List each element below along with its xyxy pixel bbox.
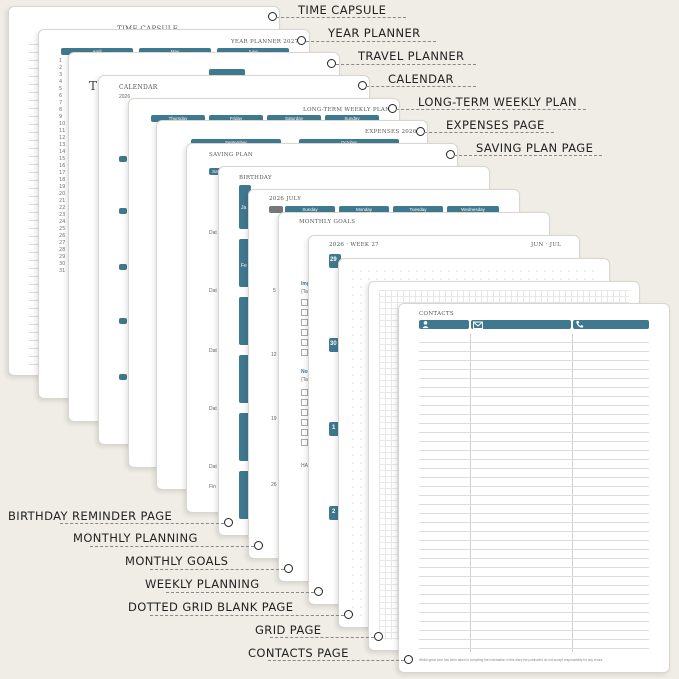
envelope-icon (473, 321, 483, 329)
day-header: Friday (209, 115, 263, 122)
label-expenses: EXPENSES PAGE (446, 118, 545, 132)
page-title: CALENDAR (119, 84, 158, 91)
contacts-page[interactable]: CONTACTS Whilst great care has been take… (398, 303, 670, 673)
label-dotted-grid: DOTTED GRID BLANK PAGE (128, 600, 294, 614)
page-title: CONTACTS (419, 311, 454, 317)
binder-hole (344, 610, 353, 619)
binder-hole (314, 587, 323, 596)
label-weekly-planning: WEEKLY PLANNING (145, 577, 260, 591)
label-contacts: CONTACTS PAGE (248, 646, 349, 660)
month-header: September (191, 139, 281, 146)
label-monthly-planning: MONTHLY PLANNING (73, 531, 198, 545)
binder-hole (297, 36, 306, 45)
page-title: YEAR PLANNER 2027 (231, 39, 299, 45)
label-travel-planner: TRAVEL PLANNER (358, 49, 465, 63)
label-birthday: BIRTHDAY REMINDER PAGE (8, 509, 173, 523)
binder-hole (254, 541, 263, 550)
label-saving-plan: SAVING PLAN PAGE (476, 141, 594, 155)
label-time-capsule: TIME CAPSULE (298, 3, 387, 17)
page-title: BIRTHDAY (239, 175, 272, 181)
binder-hole (327, 59, 336, 68)
binder-hole (224, 518, 233, 527)
month-header: June (217, 48, 289, 55)
day-header: Sunday (325, 115, 379, 122)
label-weekly-plan: LONG-TERM WEEKLY PLAN (418, 95, 577, 109)
label-year-planner: YEAR PLANNER (328, 26, 421, 40)
footer-note: Whilst great care has been taken in comp… (419, 658, 604, 662)
day-header: Thursday (151, 115, 205, 122)
binder-hole (284, 564, 293, 573)
label-calendar: CALENDAR (388, 72, 454, 86)
binder-hole (404, 655, 413, 664)
binder-hole (358, 81, 367, 90)
day-header: Saturday (267, 115, 321, 122)
page-title: 2026 JULY (269, 196, 302, 202)
binder-hole (388, 104, 397, 113)
binder-hole (416, 127, 425, 136)
phone-icon (576, 320, 584, 328)
month-header: October (299, 139, 399, 146)
label-monthly-goals: MONTHLY GOALS (125, 554, 229, 568)
day-header: Sunday (285, 206, 335, 213)
page-title: EXPENSES 2026 (365, 129, 417, 135)
date-range: JUN · JUL (531, 242, 562, 248)
binder-hole (268, 12, 277, 21)
day-header: Monday (339, 206, 389, 213)
page-title: SAVING PLAN (209, 152, 254, 158)
month-header: April (61, 48, 133, 55)
day-header: Tuesday (393, 206, 443, 213)
person-icon (422, 321, 429, 329)
day-header: Wednesday (447, 206, 499, 213)
binder-hole (446, 150, 455, 159)
binder-hole (374, 632, 383, 641)
page-title: LONG-TERM WEEKLY PLAN (303, 107, 391, 113)
page-title: 2026 · WEEK 27 (329, 242, 379, 248)
label-grid-page: GRID PAGE (255, 623, 322, 637)
page-title: MONTHLY GOALS (299, 219, 356, 225)
month-header: May (139, 48, 211, 55)
